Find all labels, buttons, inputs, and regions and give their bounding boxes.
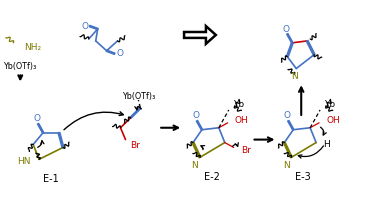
Text: OH: OH (326, 116, 340, 125)
Text: O: O (284, 111, 291, 120)
Text: Yb(OTf)₃: Yb(OTf)₃ (122, 92, 155, 101)
Text: O: O (283, 25, 290, 33)
Text: E-2: E-2 (204, 172, 220, 182)
Text: O: O (34, 114, 41, 123)
Text: O: O (116, 49, 123, 58)
Text: HN: HN (17, 157, 30, 166)
Text: Br: Br (130, 141, 140, 150)
Text: N: N (283, 161, 290, 170)
Text: Yb: Yb (324, 100, 335, 109)
Text: N: N (192, 161, 199, 170)
Text: H: H (323, 140, 329, 149)
Text: Yb: Yb (233, 100, 244, 109)
Text: NH₂: NH₂ (24, 43, 41, 52)
Text: E-3: E-3 (295, 172, 311, 182)
Text: O: O (81, 22, 88, 31)
Text: E-1: E-1 (43, 174, 59, 184)
Text: Yb(OTf)₃: Yb(OTf)₃ (3, 62, 37, 71)
Text: O: O (192, 111, 199, 120)
Text: Br: Br (241, 146, 250, 155)
Text: OH: OH (235, 116, 248, 125)
Text: N: N (291, 72, 298, 81)
